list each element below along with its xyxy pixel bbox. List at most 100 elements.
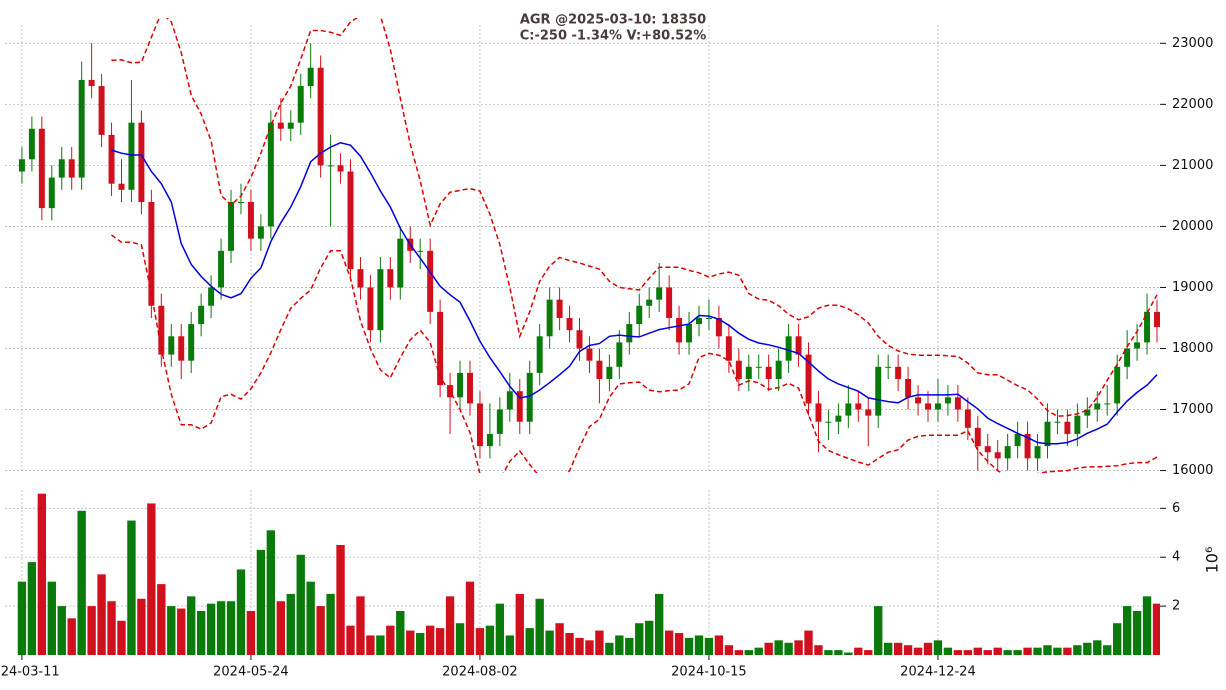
volume-bar: [1142, 596, 1152, 655]
chart-subtitle: C:-250 -1.34% V:+80.52%: [520, 29, 707, 44]
volume-bar: [147, 503, 156, 655]
candle-body: [367, 287, 374, 331]
volume-bar: [117, 620, 126, 655]
candle-body: [895, 366, 902, 380]
volume-bar: [645, 620, 654, 655]
y-tick-label: 16000: [1172, 463, 1213, 478]
axes: 2024-03-11 2024-05-24 2024-08-02 2024-10-15…: [0, 36, 1213, 680]
candle-body: [606, 366, 613, 380]
volume-bar: [1063, 647, 1072, 655]
volume-bar: [256, 549, 266, 655]
volume-bar: [246, 611, 256, 655]
candle-body: [705, 317, 712, 319]
volume-bar: [77, 510, 86, 655]
candle-body: [885, 366, 892, 368]
candle-body: [1004, 446, 1011, 459]
candle-body: [98, 86, 105, 135]
volume-bar: [485, 625, 495, 655]
volume-bar: [515, 593, 524, 655]
candle-body: [656, 287, 663, 300]
volume-bar: [774, 640, 783, 655]
candle-body: [755, 366, 762, 368]
volume-bar: [1053, 647, 1062, 655]
volume-bar: [296, 554, 305, 655]
volume-bar: [17, 581, 27, 655]
volume-bar: [585, 640, 594, 655]
volume-bar: [814, 645, 823, 655]
volume-bar: [346, 625, 355, 655]
volume-bar: [923, 642, 933, 655]
band-line: [111, 234, 1158, 473]
volume-bar: [714, 635, 724, 655]
candle-body: [1104, 403, 1111, 405]
candle-body: [1124, 348, 1131, 367]
volume-panel: [17, 493, 1160, 655]
candle-body: [287, 122, 294, 129]
volume-bar: [535, 598, 544, 655]
band-line: [111, 142, 1158, 445]
volume-bar: [57, 606, 66, 655]
candle-body: [984, 446, 991, 453]
candle-body: [297, 86, 304, 123]
candle-body: [48, 177, 55, 209]
candle-body: [715, 317, 722, 337]
volume-bar: [455, 623, 465, 655]
candle-body: [576, 330, 583, 349]
candle-body: [377, 269, 384, 331]
candle-body: [1134, 342, 1141, 349]
candle-body: [775, 360, 782, 380]
candle-body: [646, 299, 653, 306]
candle-body: [526, 372, 533, 422]
y-tick-label: 23000: [1172, 36, 1213, 51]
candle-body: [68, 159, 75, 178]
volume-bar: [1043, 645, 1052, 655]
candle-body: [875, 366, 882, 416]
y-tick-label: 18000: [1172, 341, 1213, 356]
volume-bar: [1113, 623, 1122, 655]
y-tick-label: 19000: [1172, 280, 1213, 295]
candle-body: [745, 366, 752, 380]
volume-bar: [435, 628, 445, 655]
volume-bar: [37, 493, 47, 655]
x-tick-label: 2024-10-15: [671, 665, 747, 680]
candle-body: [1044, 421, 1051, 447]
candle-body: [277, 122, 284, 129]
candle-body: [825, 421, 832, 423]
candle-body: [835, 415, 842, 422]
volume-bar: [605, 642, 614, 655]
volume-bar: [1023, 647, 1032, 655]
candle-body: [676, 317, 683, 343]
volume-bar: [824, 650, 833, 655]
candle-body: [247, 202, 254, 239]
volume-bar: [963, 650, 973, 655]
volume-bar: [1132, 611, 1142, 655]
candle-body: [178, 336, 185, 361]
volume-bar: [336, 545, 345, 655]
volume-bar: [376, 635, 385, 655]
candle-body: [1034, 446, 1041, 459]
candle-body: [686, 324, 693, 343]
volume-bar: [654, 593, 664, 655]
y-tick-label: 2: [1172, 599, 1180, 614]
volume-bar: [674, 633, 684, 655]
volume-bar: [744, 650, 753, 655]
candle-body: [78, 79, 85, 178]
candle-body: [467, 372, 473, 404]
candle-body: [228, 202, 235, 251]
volume-bar: [734, 650, 744, 655]
volume-bar: [834, 650, 843, 655]
volume-bar: [565, 633, 574, 655]
volume-bar: [1093, 640, 1102, 655]
candle-body: [1014, 433, 1021, 447]
candle-body: [397, 238, 404, 288]
volume-bar: [97, 574, 106, 655]
volume-bar: [764, 642, 773, 655]
candle-body: [188, 324, 195, 361]
chart-title: AGR @2025-03-10: 18350: [520, 13, 706, 28]
volume-scale-label: 10⁶: [1203, 547, 1222, 574]
band-line: [111, 18, 1158, 417]
volume-bar: [445, 596, 455, 655]
candle-body: [347, 171, 354, 270]
candle-body: [994, 452, 1001, 459]
candle-body: [586, 348, 593, 361]
